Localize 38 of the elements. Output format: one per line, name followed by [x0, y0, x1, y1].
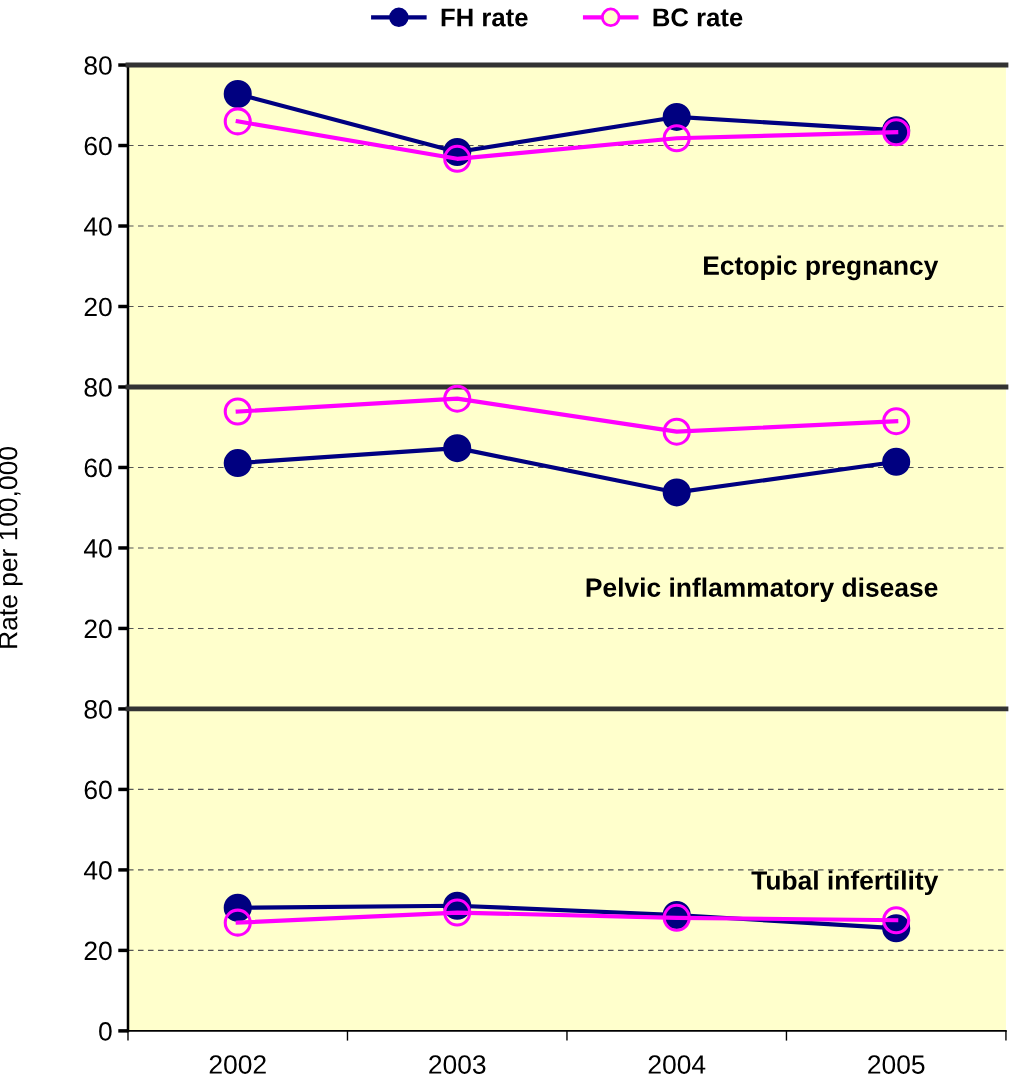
x-tick-label: 2003: [429, 1055, 486, 1074]
point: [662, 417, 691, 446]
y-tick-label: 60: [84, 458, 112, 478]
point: [443, 384, 472, 413]
annotation: Ectopic pregnancy: [704, 255, 939, 281]
point: [662, 102, 691, 131]
point: [223, 449, 252, 478]
point: [223, 397, 252, 426]
y-tick-label: 60: [84, 780, 112, 800]
y-tick-label: 20: [84, 297, 112, 317]
annotation: Tubal infertility: [751, 870, 939, 896]
y-tick-label: 40: [83, 217, 112, 236]
x-tick-label: 2005: [868, 1055, 925, 1074]
legend-label: BC rate: [653, 8, 743, 27]
point: [882, 906, 911, 935]
point: [223, 908, 252, 937]
point: [443, 898, 472, 927]
y-tick-label: 40: [83, 861, 112, 880]
legend-label: FH rate: [441, 8, 528, 27]
y-tick-label: 0: [99, 1022, 112, 1041]
y-tick-label: 20: [84, 619, 112, 639]
point: [223, 79, 252, 109]
x-tick-label: 2002: [209, 1055, 266, 1074]
y-tick-label: 80: [84, 378, 112, 397]
y-tick-label: 20: [84, 941, 112, 961]
point: [223, 107, 252, 136]
point: [443, 144, 472, 173]
point: [882, 407, 911, 436]
point: [662, 478, 691, 507]
annotation: Pelvic inflammatory disease: [586, 577, 938, 603]
point: [662, 124, 691, 153]
x-tick-label: 2004: [648, 1055, 706, 1074]
y-tick-label: 80: [84, 700, 112, 719]
y-tick-label: 60: [84, 136, 112, 156]
point: [443, 434, 472, 463]
point: [882, 447, 911, 476]
y-tick-label: 80: [84, 56, 112, 75]
y-tick-label: 40: [83, 539, 112, 558]
